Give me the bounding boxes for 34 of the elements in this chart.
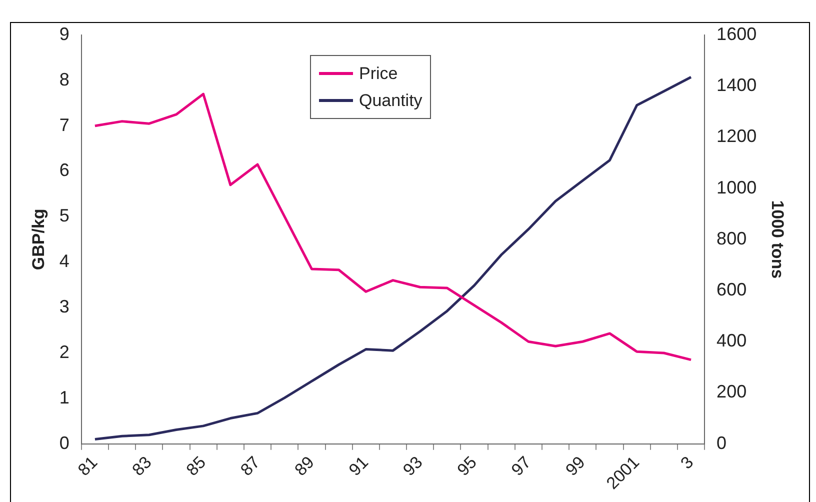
y-tick-label: 6	[59, 160, 70, 180]
legend-label: Quantity	[359, 90, 422, 110]
y-tick-label: 3	[59, 296, 70, 317]
x-tick-label: 99	[562, 452, 589, 480]
y-tick-label: 9	[59, 24, 70, 44]
y-tick-label: 0	[59, 432, 70, 453]
y2-tick-label: 0	[716, 432, 727, 453]
y2-tick-label: 1000	[716, 177, 757, 198]
x-tick-label: 97	[508, 452, 535, 480]
x-tick-label: 89	[291, 452, 318, 480]
x-tick-label: 87	[236, 452, 264, 480]
x-tick-label: 3	[677, 452, 698, 473]
x-tick-label: 95	[454, 452, 480, 480]
y2-tick-label: 1600	[716, 24, 757, 44]
x-tick-label: 93	[399, 452, 426, 480]
x-tick-label: 85	[182, 452, 210, 480]
y2-tick-label: 1200	[716, 126, 757, 146]
y2-axis-title: 1000 tons	[768, 200, 788, 279]
legend-label: Price	[359, 64, 398, 84]
y2-tick-label: 600	[716, 279, 747, 300]
y-tick-label: 1	[59, 387, 70, 408]
x-tick-label: 83	[128, 452, 156, 480]
y2-tick-label: 1400	[716, 75, 757, 96]
y-tick-label: 4	[59, 251, 70, 272]
y-tick-label: 5	[59, 206, 70, 226]
y2-tick-label: 200	[716, 382, 747, 402]
y-tick-label: 8	[59, 69, 70, 90]
x-tick-label: 91	[345, 452, 372, 480]
y-axis-title: GBP/kg	[28, 208, 48, 270]
y2-tick-label: 400	[716, 330, 747, 351]
y-tick-label: 2	[59, 342, 70, 362]
y-tick-label: 7	[59, 114, 70, 135]
y2-tick-label: 800	[716, 228, 747, 248]
x-tick-label: 81	[74, 452, 102, 480]
